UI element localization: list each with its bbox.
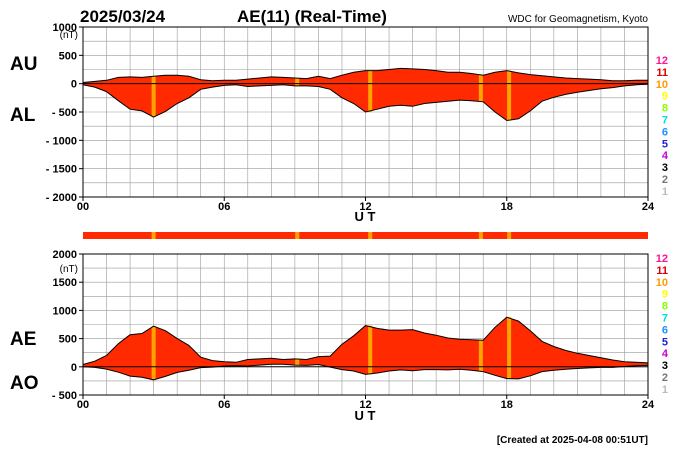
- station-count-label: 2: [662, 174, 668, 186]
- ae-ao-x-tick-label: 06: [218, 399, 230, 411]
- au-al-x-tick-label: 18: [501, 201, 513, 213]
- ae-ao-highlight-bar: [151, 326, 156, 380]
- au-al-highlight-bar: [151, 76, 156, 118]
- station-count-label: 12: [656, 55, 668, 67]
- ae-ao-unit: (nT): [60, 264, 78, 275]
- ae-ao-highlight-bar: [478, 340, 483, 372]
- au-al-y-tick-label: 0: [71, 79, 77, 91]
- au-al-x-tick-label: 06: [218, 201, 230, 213]
- created-timestamp: [Created at 2025-04-08 00:51UT]: [497, 435, 648, 446]
- ae-ao-ao-line: [82, 363, 649, 381]
- status-strip-mark: [478, 232, 483, 239]
- chart-title: AE(11) (Real-Time): [237, 7, 387, 26]
- station-count-label: 11: [656, 67, 668, 79]
- station-count-label: 6: [662, 126, 668, 138]
- au-al-x-tick-label: 00: [77, 201, 89, 213]
- status-strip-mark: [295, 232, 300, 239]
- au-al-y-tick-label: - 1500: [46, 164, 77, 176]
- ae-ao-y-tick-label: 2000: [53, 249, 77, 261]
- ae-ao-y-tick-label: 1000: [53, 305, 77, 317]
- ae-ao-area: [82, 316, 649, 381]
- au-al-unit: (nT): [60, 30, 78, 41]
- au-al-x-label: U T: [355, 209, 376, 224]
- station-count-label: 10: [656, 277, 668, 289]
- al-label: AL: [10, 105, 36, 126]
- station-count-label: 5: [662, 336, 668, 348]
- station-count-label: 10: [656, 79, 668, 91]
- au-al-y-tick-label: - 1000: [46, 135, 77, 147]
- station-count-label: 3: [662, 360, 668, 372]
- ae-ao-x-tick-label: 18: [501, 399, 513, 411]
- ae-ao-envelope: [83, 317, 648, 380]
- au-al-y-tick-label: - 500: [52, 107, 77, 119]
- ae-ao-x-tick-label: 24: [642, 399, 655, 411]
- au-al-y-tick-label: 500: [59, 50, 77, 62]
- station-count-label: 1: [662, 186, 668, 198]
- ae-ao-x-tick-label: 00: [77, 399, 89, 411]
- station-count-label: 7: [662, 313, 668, 325]
- au-al-highlight-bar: [478, 75, 483, 102]
- station-count-label: 2: [662, 372, 668, 384]
- station-count-label: 9: [662, 91, 668, 103]
- station-count-label: 7: [662, 115, 668, 127]
- ae-ao-y-tick-label: 500: [59, 334, 77, 346]
- au-label: AU: [10, 54, 37, 75]
- ae-ao-highlight-bar: [295, 358, 300, 366]
- chart-date: 2025/03/24: [80, 7, 166, 26]
- ae-ao-y-tick-label: 1500: [53, 277, 77, 289]
- au-al-highlight-bar: [507, 70, 512, 121]
- au-al-au-line: [82, 67, 648, 83]
- status-strip-mark: [368, 232, 373, 239]
- status-strip-mark: [507, 232, 512, 239]
- station-count-label: 4: [662, 150, 669, 162]
- station-count-label: 6: [662, 324, 668, 336]
- status-strip-bar: [83, 232, 648, 239]
- station-count-label: 8: [662, 103, 668, 115]
- ae-ao-ae-line: [82, 316, 649, 365]
- ae-ao-highlight-bar: [368, 325, 373, 375]
- station-count-label: 12: [656, 253, 668, 265]
- au-al-al-line: [82, 83, 649, 122]
- ae-label: AE: [10, 329, 36, 350]
- station-count-label: 1: [662, 384, 668, 396]
- ae-ao-x-tick-label: 12: [359, 399, 371, 411]
- station-count-label: 9: [662, 289, 668, 301]
- station-count-label: 4: [662, 348, 669, 360]
- status-strip: [83, 232, 648, 239]
- au-al-area: [82, 67, 649, 122]
- au-al-highlight-bar: [295, 78, 300, 86]
- status-strip-marks: [151, 232, 512, 239]
- station-count-label: 3: [662, 162, 668, 174]
- au-al-x-tick-label: 12: [359, 201, 371, 213]
- au-al-y-tick-label: 1000: [53, 22, 77, 34]
- station-count-label: 11: [656, 265, 668, 277]
- au-al-y-tick-label: - 2000: [46, 192, 77, 204]
- ae-ao-x-label: U T: [355, 408, 376, 423]
- data-source: WDC for Geomagnetism, Kyoto: [508, 14, 648, 25]
- ae-ao-highlight-bar: [507, 317, 512, 379]
- station-count-label: 5: [662, 138, 668, 150]
- ao-label: AO: [10, 373, 39, 394]
- au-al-x-tick-label: 24: [642, 201, 655, 213]
- station-count-label: 8: [662, 301, 668, 313]
- ae-ao-y-tick-label: - 500: [52, 390, 77, 402]
- au-al-envelope: [83, 68, 648, 121]
- status-strip-mark: [151, 232, 156, 239]
- ae-ao-y-tick-label: 0: [71, 362, 77, 374]
- au-al-highlight-bar: [368, 70, 373, 112]
